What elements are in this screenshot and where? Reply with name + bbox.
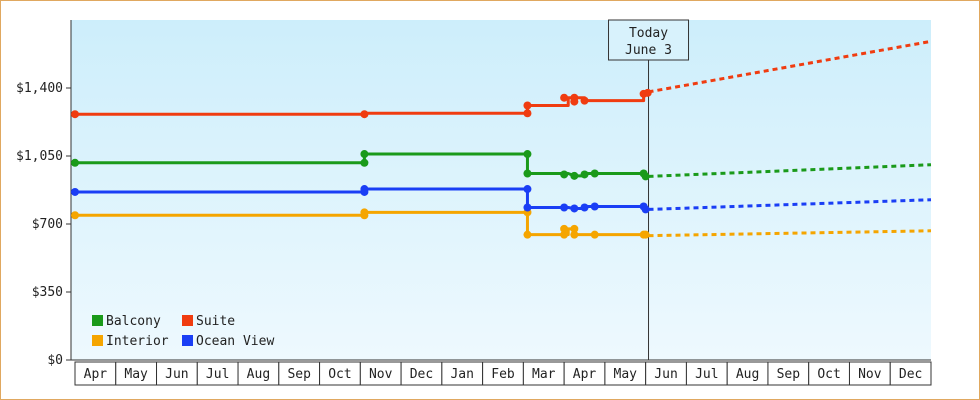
legend: Balcony Suite Interior Ocean View	[92, 314, 274, 349]
data-point	[71, 158, 79, 167]
data-point	[590, 169, 599, 178]
data-point	[523, 101, 532, 110]
data-point	[641, 205, 650, 214]
data-point	[560, 93, 569, 102]
x-tick-label: Jul	[206, 367, 229, 382]
data-point	[641, 172, 650, 181]
x-tick-label: Sep	[777, 367, 801, 382]
data-point	[71, 211, 79, 220]
x-tick-label: Jan	[450, 367, 473, 382]
x-tick-label: Nov	[858, 367, 882, 382]
data-point	[570, 224, 579, 233]
x-tick-label: Aug	[247, 367, 270, 382]
legend-label: Interior	[106, 334, 169, 349]
data-point	[523, 185, 532, 194]
x-tick-label: Aug	[736, 367, 759, 382]
data-point	[580, 96, 589, 105]
series-layer	[71, 39, 932, 239]
data-point	[590, 230, 599, 239]
series-ocean-view	[71, 185, 932, 214]
data-point	[641, 230, 650, 239]
data-point	[360, 208, 369, 217]
y-tick-label: $350	[32, 285, 63, 300]
legend-swatch	[92, 315, 103, 326]
data-point	[523, 150, 532, 159]
data-point	[560, 224, 569, 233]
series-interior	[71, 208, 932, 239]
today-label: Today	[629, 26, 668, 41]
series-suite	[71, 39, 932, 119]
y-tick-label: $1,050	[16, 149, 63, 164]
x-tick-label: Oct	[817, 367, 840, 382]
today-marker: Today June 3	[608, 19, 690, 360]
x-tick-label: Jun	[654, 367, 677, 382]
x-tick-label: Apr	[573, 367, 597, 382]
data-point	[570, 171, 579, 180]
data-point	[560, 230, 569, 239]
today-date: June 3	[625, 43, 672, 58]
x-tick-label: Jul	[695, 367, 718, 382]
data-point	[590, 202, 599, 211]
data-point	[523, 230, 532, 239]
x-tick-label: Apr	[84, 367, 108, 382]
data-point	[360, 110, 369, 119]
data-point	[560, 203, 569, 212]
series-forecast-line	[648, 163, 932, 178]
x-tick-label: Feb	[491, 367, 515, 382]
legend-swatch	[182, 335, 193, 346]
y-axis: $0 $350 $700 $1,050 $1,400	[16, 20, 72, 368]
legend-swatch	[92, 335, 103, 346]
y-tick-label: $700	[32, 217, 63, 232]
series-forecast-line	[648, 229, 932, 238]
x-tick-label: Sep	[287, 367, 311, 382]
legend-swatch	[182, 315, 193, 326]
data-point	[71, 110, 79, 119]
x-axis: Apr May Jun Jul Aug Sep Oct Nov Dec Jan Feb Mar Apr M…	[71, 359, 932, 386]
legend-item: Interior	[92, 334, 169, 349]
data-point	[523, 109, 532, 118]
x-month-box	[889, 361, 932, 386]
data-point	[570, 230, 579, 239]
data-point	[570, 97, 579, 106]
data-point	[71, 187, 79, 196]
x-tick-label: May	[124, 367, 148, 382]
y-tick-label: $1,400	[16, 81, 63, 96]
x-tick-label: Dec	[899, 367, 922, 382]
series-forecast-line	[648, 39, 932, 94]
data-point	[523, 203, 532, 212]
data-point	[580, 203, 589, 212]
series-balcony	[71, 150, 932, 181]
legend-item: Ocean View	[182, 334, 274, 349]
y-tick-label: $0	[47, 353, 63, 368]
today-box	[608, 19, 690, 61]
x-tick-label: Nov	[369, 367, 393, 382]
x-tick-label: Dec	[410, 367, 433, 382]
x-tick-label: May	[614, 367, 638, 382]
data-point	[360, 150, 369, 159]
x-tick-label: Jun	[165, 367, 188, 382]
legend-label: Balcony	[106, 314, 161, 329]
x-tick-label: Mar	[532, 367, 556, 382]
legend-label: Ocean View	[196, 334, 274, 349]
legend-label: Suite	[196, 314, 235, 329]
legend-item: Balcony	[92, 314, 161, 329]
data-point	[643, 88, 652, 97]
data-point	[360, 158, 369, 167]
data-point	[580, 170, 589, 179]
data-point	[360, 185, 369, 194]
series-forecast-line	[648, 198, 932, 211]
data-point	[560, 170, 569, 179]
legend-item: Suite	[182, 314, 235, 329]
data-point	[570, 204, 579, 213]
x-tick-label: Oct	[328, 367, 351, 382]
data-point	[523, 169, 532, 178]
